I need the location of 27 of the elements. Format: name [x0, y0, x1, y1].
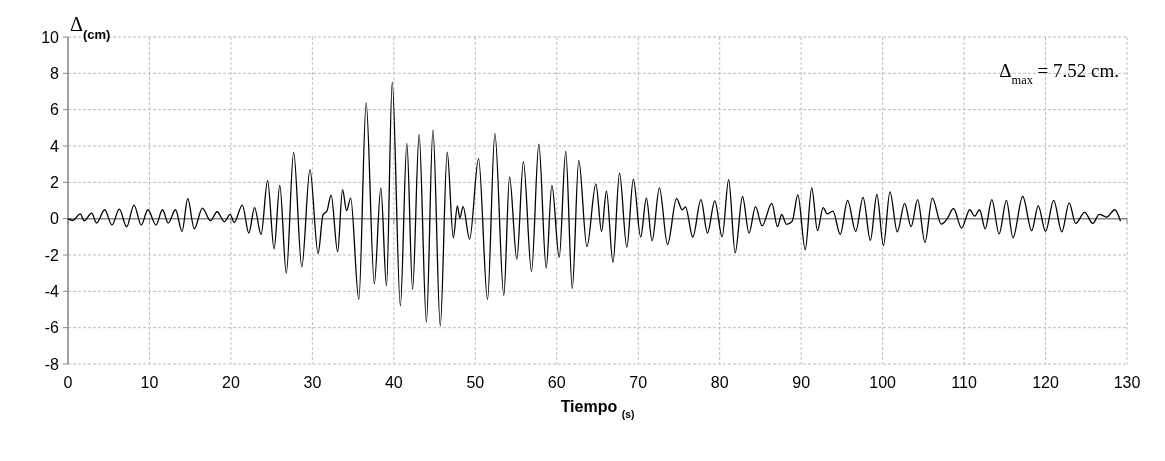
y-tick-label: -8 — [44, 355, 60, 373]
x-tick-label: 20 — [222, 374, 240, 391]
y-tick-label: -2 — [44, 246, 60, 264]
x-tick-label: 70 — [629, 374, 648, 391]
x-tick-label: 100 — [869, 374, 897, 391]
x-tick-label: 130 — [1113, 374, 1141, 391]
y-tick-label: 2 — [50, 173, 60, 191]
x-tick-label: 10 — [140, 374, 159, 391]
y-tick-label: 6 — [50, 101, 60, 119]
y-tick-label: -4 — [44, 282, 60, 300]
x-tick-label: 50 — [466, 374, 485, 391]
x-tick-label: 110 — [951, 374, 977, 391]
x-tick-label: 80 — [710, 374, 729, 391]
x-tick-label: 30 — [303, 374, 322, 391]
x-tick-label: 90 — [792, 374, 811, 391]
y-tick-label: 4 — [50, 137, 60, 155]
y-tick-label: 8 — [50, 64, 60, 82]
x-tick-label: 120 — [1032, 374, 1059, 391]
x-tick-label: 60 — [547, 374, 566, 391]
y-axis-title: Δ$_{(cm)}$ — [70, 13, 111, 42]
y-tick-label: 0 — [50, 210, 60, 228]
x-tick-label: 0 — [63, 374, 73, 391]
annotation: Δ$_{max}$ = 7.52 cm. — [999, 60, 1119, 87]
x-tick-label: 40 — [384, 374, 403, 391]
y-tick-label: 10 — [41, 28, 60, 46]
x-axis-title: Tiempo $_{(s)}$ — [560, 398, 635, 420]
y-tick-label: -6 — [44, 319, 60, 337]
